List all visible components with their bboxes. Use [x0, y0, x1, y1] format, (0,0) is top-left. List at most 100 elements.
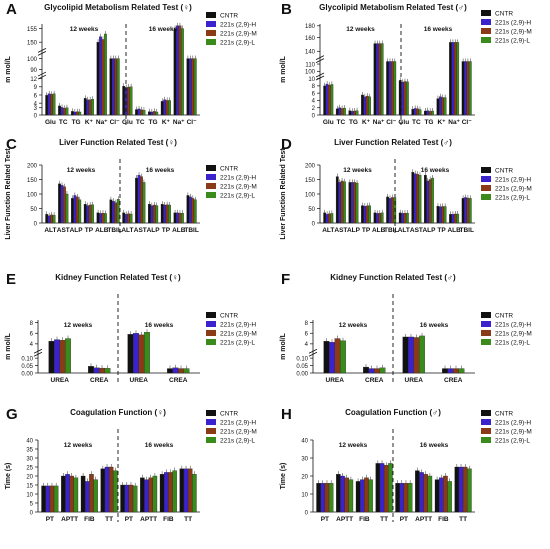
- x-tick-label: TBIL: [459, 227, 473, 234]
- legend-swatch: [481, 194, 491, 200]
- bar: [338, 107, 342, 116]
- bar: [454, 466, 460, 513]
- x-tick-label: TBIL: [384, 227, 398, 234]
- bar: [152, 204, 156, 224]
- bar: [54, 339, 60, 374]
- bar: [458, 466, 464, 513]
- bar: [186, 58, 190, 116]
- y-tick-label: 4: [305, 342, 309, 348]
- x-tick-label: FIB: [359, 516, 370, 523]
- bar: [423, 474, 428, 513]
- bar: [428, 111, 432, 116]
- bar: [373, 43, 377, 116]
- bar: [173, 28, 177, 116]
- bar: [178, 25, 182, 116]
- legend-swatch: [206, 12, 216, 18]
- x-tick-label: TBIL: [184, 227, 198, 234]
- bar: [116, 58, 120, 116]
- bar: [419, 335, 425, 374]
- legend-label: CNTR: [220, 166, 238, 173]
- bar: [85, 481, 90, 513]
- bar: [328, 483, 334, 513]
- group-label: 12 weeks: [339, 322, 368, 329]
- bar: [101, 212, 105, 224]
- x-tick-label: ALT: [322, 227, 334, 234]
- x-tick-label: TT: [105, 516, 113, 523]
- bar: [348, 182, 352, 224]
- bar: [340, 340, 346, 374]
- bar: [468, 198, 472, 224]
- bar: [165, 204, 169, 224]
- x-tick-label: Glu: [122, 119, 133, 126]
- y-tick-label: 0: [305, 510, 309, 516]
- legend-label: 221s (2,9)-H: [220, 322, 256, 329]
- x-tick-label: UREA: [51, 377, 70, 384]
- bar: [73, 111, 77, 116]
- x-tick-label: Na⁺: [96, 119, 108, 126]
- legend-swatch: [206, 183, 216, 189]
- y-tick-label: 5: [30, 501, 34, 507]
- bar: [468, 61, 472, 116]
- x-tick-label: PT: [125, 516, 133, 523]
- bar: [424, 174, 427, 224]
- legend-label: CNTR: [220, 13, 238, 20]
- bar: [466, 61, 470, 116]
- y-tick-label: 150: [27, 178, 38, 184]
- bar: [368, 368, 375, 374]
- y-axis-label: m mol/L: [5, 55, 12, 83]
- bar: [376, 213, 379, 224]
- group-label: 16 weeks: [424, 26, 453, 33]
- bar: [461, 198, 465, 224]
- legend-swatch: [481, 321, 491, 327]
- bar: [368, 479, 373, 513]
- x-tick-label: TG: [424, 119, 433, 126]
- bar: [451, 42, 455, 116]
- x-tick-label: Cl⁻: [110, 119, 121, 126]
- bar: [438, 96, 442, 116]
- x-tick-label: FIB: [438, 516, 449, 523]
- bar: [71, 111, 74, 116]
- legend-swatch: [206, 437, 216, 443]
- legend-swatch: [206, 192, 216, 198]
- legend-label: 221s (2,9)-H: [220, 175, 256, 182]
- legend-swatch: [206, 321, 216, 327]
- bar: [144, 332, 150, 374]
- bar: [413, 173, 417, 224]
- bar: [453, 213, 457, 224]
- bar: [325, 83, 329, 116]
- bar: [63, 108, 66, 116]
- bar: [373, 212, 377, 224]
- bar: [49, 485, 55, 513]
- bar: [316, 483, 321, 513]
- x-tick-label: CREA: [169, 377, 188, 384]
- bar: [368, 96, 371, 116]
- bar: [58, 183, 61, 224]
- bar: [328, 85, 331, 116]
- x-tick-label: CREA: [365, 377, 384, 384]
- bar: [355, 110, 359, 116]
- x-tick-label: TG: [72, 119, 81, 126]
- panel-letter: E: [6, 271, 16, 288]
- bar: [344, 477, 349, 513]
- bar: [99, 36, 102, 116]
- bar: [451, 214, 455, 224]
- x-tick-label: CREA: [90, 377, 109, 384]
- group-label: 16 weeks: [146, 167, 175, 174]
- legend-swatch: [206, 174, 216, 180]
- bar: [91, 204, 94, 224]
- bar: [338, 182, 342, 224]
- bar: [324, 483, 330, 513]
- bar: [413, 337, 420, 374]
- y-tick-label: 6: [305, 332, 309, 338]
- legend-label: 221s (2,9)-M: [495, 186, 532, 193]
- bar: [179, 468, 185, 513]
- bar: [138, 334, 145, 374]
- bar: [168, 100, 171, 116]
- bar: [438, 206, 442, 224]
- bar: [191, 198, 195, 224]
- x-tick-label: TG: [149, 119, 158, 126]
- x-tick-label: Cl⁻: [462, 119, 473, 126]
- legend-label: CNTR: [495, 313, 513, 320]
- bar: [78, 111, 82, 116]
- bar: [163, 204, 167, 224]
